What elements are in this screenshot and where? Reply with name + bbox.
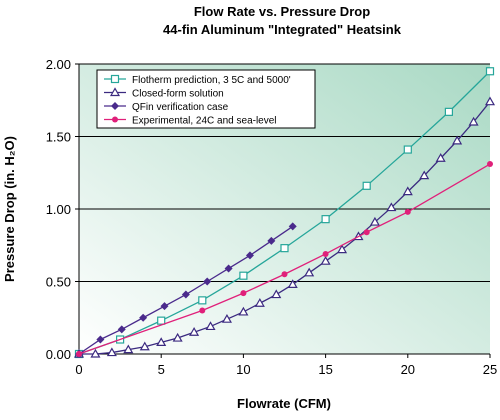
marker bbox=[403, 145, 412, 154]
marker bbox=[117, 325, 126, 334]
marker bbox=[203, 277, 212, 286]
marker bbox=[267, 236, 276, 245]
y-tick-label: 0.50 bbox=[46, 275, 71, 290]
legend-marker bbox=[111, 102, 119, 110]
marker bbox=[172, 332, 183, 342]
marker bbox=[238, 306, 249, 316]
marker bbox=[402, 186, 413, 196]
marker bbox=[444, 107, 453, 116]
chart-title: Flow Rate vs. Pressure Drop bbox=[194, 4, 370, 19]
marker bbox=[485, 67, 495, 76]
marker bbox=[322, 250, 329, 257]
marker bbox=[281, 271, 288, 278]
marker bbox=[240, 290, 247, 297]
marker bbox=[139, 313, 148, 322]
y-tick-label: 1.50 bbox=[46, 130, 71, 145]
marker bbox=[205, 321, 216, 331]
x-axis-label: Flowrate (CFM) bbox=[237, 396, 331, 411]
legend-label: Flotherm prediction, 3 5C and 5000' bbox=[132, 75, 291, 86]
marker bbox=[369, 216, 380, 226]
marker bbox=[337, 244, 348, 254]
marker bbox=[304, 267, 315, 277]
marker bbox=[224, 264, 233, 273]
series-line bbox=[78, 163, 491, 355]
x-tick-label: 0 bbox=[75, 362, 82, 377]
marker bbox=[288, 222, 297, 231]
marker bbox=[435, 153, 446, 162]
marker bbox=[320, 255, 331, 265]
marker bbox=[199, 307, 206, 314]
legend bbox=[96, 69, 316, 129]
marker bbox=[106, 347, 117, 357]
marker bbox=[280, 244, 289, 253]
y-tick-label: 2.00 bbox=[46, 57, 71, 72]
y-tick-label: 0.00 bbox=[46, 347, 71, 362]
legend-marker bbox=[109, 87, 121, 97]
x-tick-label: 25 bbox=[483, 362, 497, 377]
marker bbox=[198, 296, 207, 305]
marker bbox=[221, 313, 232, 323]
marker bbox=[123, 344, 134, 354]
legend-label: Closed-form solution bbox=[132, 89, 224, 100]
x-tick-label: 5 bbox=[158, 362, 165, 377]
marker bbox=[419, 170, 430, 180]
legend-marker bbox=[110, 74, 120, 84]
marker bbox=[189, 327, 200, 336]
legend-label: Experimental, 24C and sea-level bbox=[132, 116, 277, 127]
marker bbox=[271, 289, 282, 299]
marker bbox=[487, 161, 493, 168]
marker bbox=[90, 348, 101, 358]
marker bbox=[157, 316, 166, 325]
marker bbox=[76, 351, 82, 357]
marker bbox=[139, 341, 150, 351]
x-tick-label: 10 bbox=[236, 362, 250, 377]
x-tick-label: 20 bbox=[401, 362, 415, 377]
chart-subtitle: 44-fin Aluminum "Integrated" Heatsink bbox=[163, 22, 402, 37]
marker bbox=[452, 135, 463, 145]
y-axis-label: Pressure Drop (in. H₂O) bbox=[2, 136, 17, 282]
marker bbox=[362, 181, 371, 190]
marker bbox=[156, 337, 167, 346]
marker bbox=[321, 215, 330, 224]
y-tick-label: 1.00 bbox=[46, 202, 71, 217]
marker bbox=[245, 251, 254, 260]
marker bbox=[363, 229, 370, 236]
x-tick-label: 15 bbox=[318, 362, 332, 377]
marker bbox=[468, 116, 479, 126]
marker bbox=[386, 202, 397, 212]
marker bbox=[239, 271, 248, 280]
marker bbox=[96, 335, 105, 344]
legend-label: QFin verification case bbox=[132, 102, 229, 113]
legend-marker bbox=[112, 116, 118, 123]
marker bbox=[254, 298, 265, 307]
marker bbox=[484, 96, 496, 106]
marker bbox=[404, 208, 411, 215]
marker bbox=[181, 290, 190, 299]
marker bbox=[287, 279, 298, 288]
marker bbox=[160, 302, 169, 311]
